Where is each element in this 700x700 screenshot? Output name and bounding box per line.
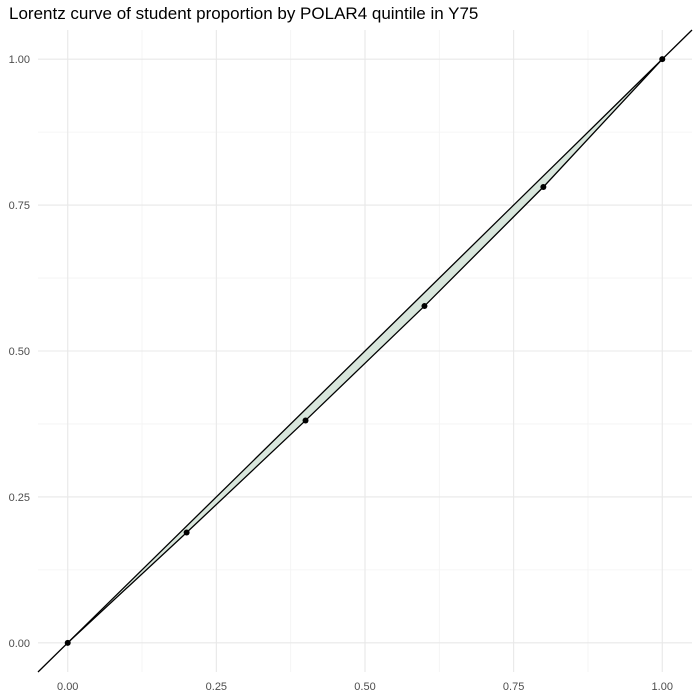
y-tick-label: 0.25 (9, 492, 30, 504)
y-tick-label: 1.00 (9, 54, 30, 66)
grid-major (38, 30, 692, 672)
data-point (64, 639, 71, 646)
data-point (421, 303, 428, 310)
equality-line (37, 29, 693, 673)
data-point (183, 529, 190, 536)
y-tick-label: 0.75 (9, 200, 30, 212)
y-tick-label: 0.00 (9, 638, 30, 650)
chart-title: Lorentz curve of student proportion by P… (9, 4, 479, 23)
y-tick-label: 0.50 (9, 346, 30, 358)
x-tick-label: 0.50 (354, 681, 375, 693)
x-tick-label: 0.75 (503, 681, 524, 693)
x-tick-label: 0.00 (57, 681, 78, 693)
data-point (302, 417, 309, 424)
lorenz-curve-line (67, 58, 663, 644)
x-tick-label: 0.25 (206, 681, 227, 693)
tick-label-layer: 0.00 0.25 0.50 0.75 1.00 0.00 0.25 0.50 0.75 1.00 (9, 54, 673, 693)
data-point (540, 183, 547, 190)
x-tick-label: 1.00 (652, 681, 673, 693)
data-point (659, 56, 666, 63)
point-layer (64, 56, 666, 646)
line-layer (37, 29, 693, 673)
